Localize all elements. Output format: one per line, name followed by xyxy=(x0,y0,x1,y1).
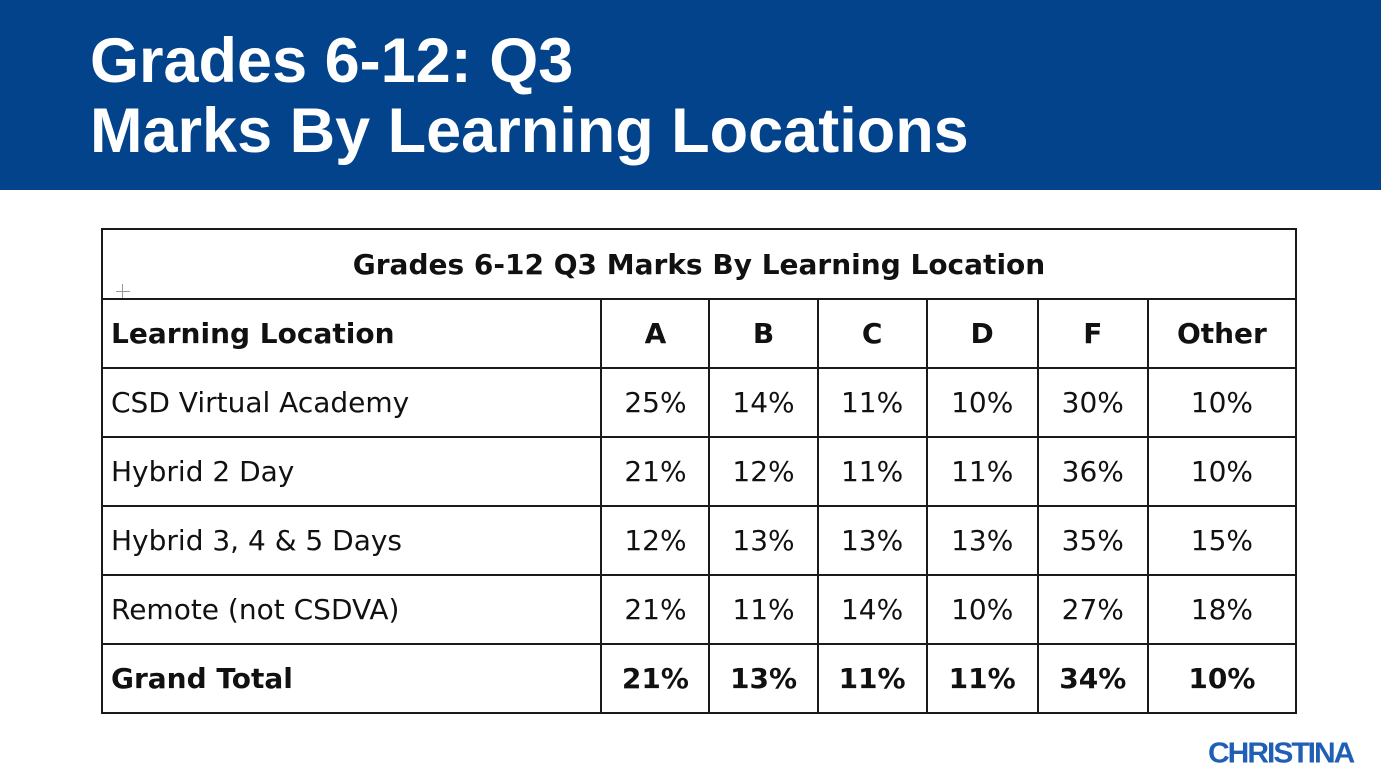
cell-f: 27% xyxy=(1036,574,1149,645)
slide-title-line-1: Grades 6-12: Q3 xyxy=(90,26,574,96)
cell-c: 11% xyxy=(816,367,928,438)
total-a: 21% xyxy=(600,643,711,714)
table-caption-row: Grades 6-12 Q3 Marks By Learning Locatio… xyxy=(101,228,1297,300)
cell-c: 11% xyxy=(816,436,928,507)
cell-b: 12% xyxy=(708,436,819,507)
cell-b: 13% xyxy=(708,505,819,576)
grand-total-label: Grand Total xyxy=(100,643,603,714)
header-c: C xyxy=(816,298,928,369)
cell-a: 25% xyxy=(600,367,711,438)
table-caption: Grades 6-12 Q3 Marks By Learning Locatio… xyxy=(101,228,1297,300)
table-row: Hybrid 3, 4 & 5 Days 12% 13% 13% 13% 35%… xyxy=(100,505,1298,576)
header-f: F xyxy=(1036,298,1149,369)
cell-f: 30% xyxy=(1036,367,1149,438)
table-header-row: Learning Location A B C D F Other xyxy=(100,298,1298,369)
table-row: Remote (not CSDVA) 21% 11% 14% 10% 27% 1… xyxy=(100,574,1298,645)
cell-other: 10% xyxy=(1146,436,1298,507)
header-learning-location: Learning Location xyxy=(100,298,603,369)
total-b: 13% xyxy=(708,643,819,714)
title-banner: Grades 6-12: Q3 Marks By Learning Locati… xyxy=(0,0,1381,190)
total-d: 11% xyxy=(925,643,1039,714)
cell-f: 35% xyxy=(1036,505,1149,576)
crosshair-cursor-icon xyxy=(116,284,130,298)
grand-total-row: Grand Total 21% 13% 11% 11% 34% 10% xyxy=(100,643,1298,714)
cell-other: 15% xyxy=(1146,505,1298,576)
cell-b: 14% xyxy=(708,367,819,438)
row-location: Remote (not CSDVA) xyxy=(100,574,603,645)
total-other: 10% xyxy=(1146,643,1298,714)
cell-b: 11% xyxy=(708,574,819,645)
row-location: Hybrid 2 Day xyxy=(100,436,603,507)
slide-title-line-2: Marks By Learning Locations xyxy=(90,96,969,166)
cell-f: 36% xyxy=(1036,436,1149,507)
header-b: B xyxy=(708,298,819,369)
cell-other: 10% xyxy=(1146,367,1298,438)
total-f: 34% xyxy=(1036,643,1149,714)
cell-a: 21% xyxy=(600,574,711,645)
cell-c: 13% xyxy=(816,505,928,576)
header-d: D xyxy=(925,298,1039,369)
cell-d: 10% xyxy=(925,574,1039,645)
row-location: Hybrid 3, 4 & 5 Days xyxy=(100,505,603,576)
table-row: Hybrid 2 Day 21% 12% 11% 11% 36% 10% xyxy=(100,436,1298,507)
cell-a: 21% xyxy=(600,436,711,507)
cell-a: 12% xyxy=(600,505,711,576)
row-location: CSD Virtual Academy xyxy=(100,367,603,438)
christina-logo: CHRISTINA xyxy=(1208,737,1355,770)
total-c: 11% xyxy=(816,643,928,714)
cell-c: 14% xyxy=(816,574,928,645)
table-row: CSD Virtual Academy 25% 14% 11% 10% 30% … xyxy=(100,367,1298,438)
cell-d: 10% xyxy=(925,367,1039,438)
slide-title: Grades 6-12: Q3 Marks By Learning Locati… xyxy=(90,26,969,166)
cell-d: 13% xyxy=(925,505,1039,576)
header-other: Other xyxy=(1146,298,1298,369)
cell-other: 18% xyxy=(1146,574,1298,645)
header-a: A xyxy=(600,298,711,369)
cell-d: 11% xyxy=(925,436,1039,507)
marks-table: Grades 6-12 Q3 Marks By Learning Locatio… xyxy=(100,228,1298,714)
